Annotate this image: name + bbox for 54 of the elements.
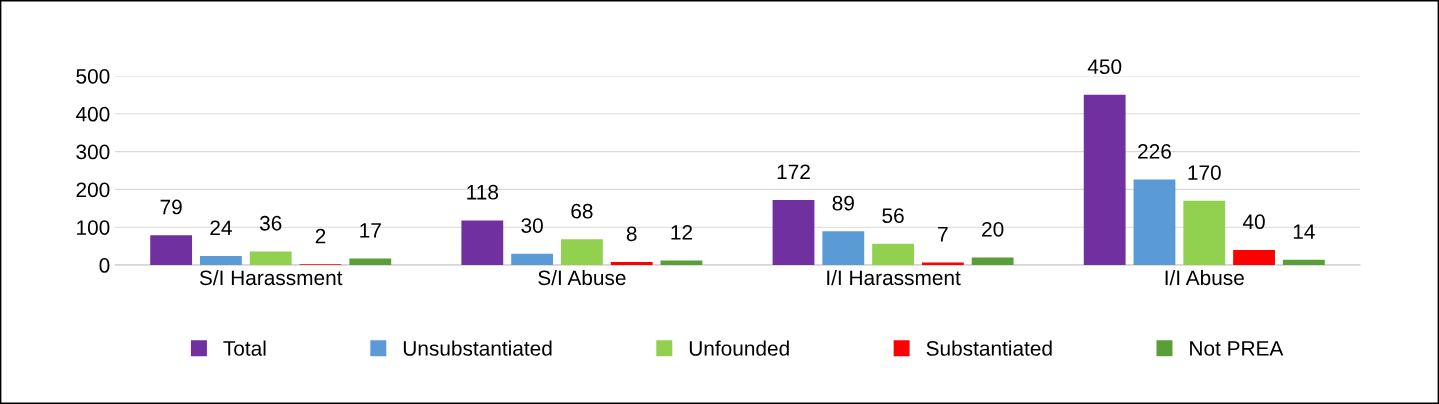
- data-label: 79: [160, 199, 182, 215]
- data-label: 40: [1242, 214, 1265, 230]
- legend-label: Unsubstantiated: [403, 340, 552, 356]
- data-label: 36: [259, 215, 282, 231]
- bar: [610, 262, 653, 266]
- x-tick-label: S/I Harassment: [199, 269, 343, 286]
- y-tick-label: 500: [76, 68, 110, 84]
- bar: [921, 262, 964, 266]
- bar: [249, 251, 292, 266]
- data-label: 2: [315, 228, 326, 244]
- data-label: 7: [938, 227, 948, 242]
- data-label: 20: [982, 221, 1004, 237]
- data-label: 89: [832, 195, 854, 211]
- data-label: 12: [671, 224, 693, 240]
- y-tick-label: 300: [76, 144, 110, 160]
- bar: [461, 220, 504, 266]
- data-label: 226: [1138, 144, 1171, 159]
- x-tick-label: S/I Abuse: [538, 269, 626, 286]
- bar: [1183, 200, 1226, 266]
- y-tick-label: 200: [76, 182, 110, 198]
- bar: [660, 260, 703, 266]
- data-label: 450: [1087, 59, 1122, 75]
- data-label: 68: [571, 203, 593, 219]
- data-label: 14: [1293, 224, 1315, 239]
- x-tick-label: I/I Harassment: [827, 269, 961, 286]
- bar: [1133, 179, 1176, 266]
- y-tick-label: 0: [99, 258, 110, 273]
- data-label: 172: [777, 164, 810, 179]
- legend-label: Not PREA: [1190, 341, 1284, 356]
- data-label: 30: [521, 218, 543, 233]
- bar: [349, 258, 392, 266]
- bar: [872, 243, 914, 266]
- x-tick-label: I/I Abuse: [1165, 269, 1244, 286]
- data-label: 118: [467, 184, 499, 200]
- bar: [772, 199, 815, 266]
- bar: [1083, 94, 1126, 266]
- bar: [560, 239, 603, 266]
- bar: [1233, 249, 1275, 266]
- bar: [971, 257, 1014, 266]
- legend-label: Substantiated: [926, 340, 1052, 356]
- data-label: 170: [1188, 165, 1221, 180]
- bar: [822, 231, 865, 266]
- bar: [150, 235, 193, 266]
- data-label: 56: [882, 208, 904, 224]
- data-label: 24: [210, 220, 232, 235]
- y-tick-label: 400: [75, 106, 110, 122]
- bar: [511, 253, 554, 266]
- bar: [200, 255, 242, 266]
- legend-label: Total: [223, 340, 266, 356]
- legend-label: Unfounded: [689, 340, 789, 356]
- bar: [1282, 259, 1325, 266]
- y-tick-label: 100: [77, 220, 110, 235]
- data-label: 17: [360, 223, 381, 238]
- data-label: 8: [626, 226, 637, 242]
